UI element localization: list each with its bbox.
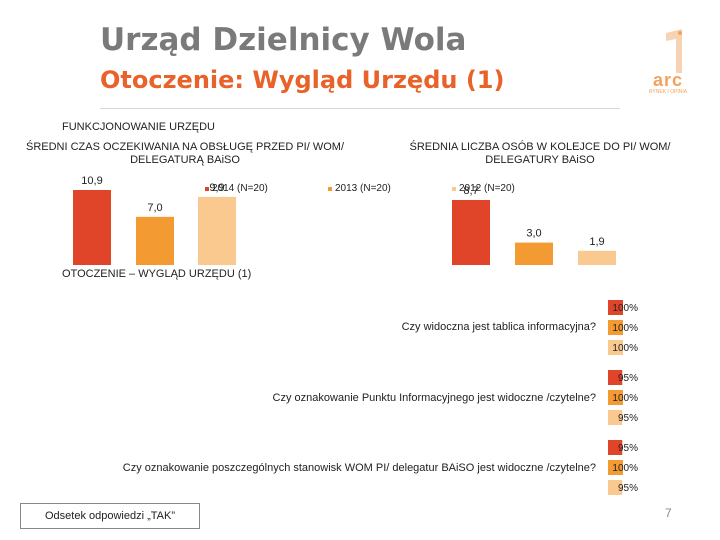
chart1-bar-2	[198, 196, 236, 265]
legend-label-2013: 2013 (N=20)	[335, 183, 391, 194]
question-label-2: Czy oznakowanie poszczególnych stanowisk…	[123, 462, 596, 474]
hbar-value-q2-s0: 95%	[618, 443, 638, 454]
hbar-value-q0-s2: 100%	[612, 343, 638, 354]
chart2-value-label-2: 1,9	[589, 236, 604, 248]
legend-swatch-2012	[452, 186, 456, 191]
hbar-q2-s2	[608, 480, 623, 495]
hbar-q0-s0	[608, 300, 623, 315]
hbar-value-q1-s2: 95%	[618, 413, 638, 424]
section-label-appearance: OTOCZENIE – WYGLĄD URZĘDU (1)	[62, 268, 252, 280]
question-label-1: Czy oznakowanie Punktu Informacyjnego je…	[273, 392, 596, 404]
legend-item-2012: 2012 (N=20)	[452, 183, 515, 194]
hbar-q1-s0	[608, 370, 623, 385]
note-text: Odsetek odpowiedzi „TAK”	[44, 510, 176, 522]
hbar-q0-s1	[608, 320, 623, 335]
legend-label-2014: 2014 (N=20)	[212, 183, 268, 194]
chart2-value-label-0: 8,7	[463, 185, 478, 197]
arc-logo-icon	[666, 29, 682, 73]
section-label-functioning: FUNKCJONOWANIE URZĘDU	[62, 121, 215, 133]
chart1-title: ŚREDNI CZAS OCZEKIWANIA NA OBSŁUGĘ PRZED…	[25, 141, 345, 166]
hbar-value-q2-s1: 100%	[612, 463, 638, 474]
hbar-q1-s1	[608, 390, 623, 405]
hbar-q0-s2	[608, 340, 623, 355]
hbar-value-q1-s1: 100%	[612, 393, 638, 404]
page-subtitle: Otoczenie: Wygląd Urzędu (1)	[100, 66, 505, 94]
chart2-title: ŚREDNIA LICZBA OSÓB W KOLEJCE DO PI/ WOM…	[409, 141, 671, 166]
chart1-bar-0	[73, 190, 111, 265]
hbar-value-q0-s0: 100%	[612, 303, 638, 314]
legend-item-2014: 2014 (N=20)	[205, 183, 268, 194]
chart2-bar-1	[515, 242, 553, 265]
page-title: Urząd Dzielnicy Wola	[100, 22, 467, 58]
hbar-value-q1-s0: 95%	[618, 373, 638, 384]
legend-item-2013: 2013 (N=20)	[328, 183, 391, 194]
chart1-value-label-0: 10,9	[81, 175, 102, 187]
hbar-value-q2-s2: 95%	[618, 483, 638, 494]
chart1-value-label-1: 7,0	[147, 202, 162, 214]
legend-swatch-2014	[205, 186, 209, 191]
chart2-bar-2	[578, 250, 616, 265]
question-label-0: Czy widoczna jest tablica informacyjna?	[402, 321, 596, 333]
hbar-value-q0-s1: 100%	[612, 323, 638, 334]
logo-text: arc	[652, 70, 684, 90]
hbar-q2-s0	[608, 440, 623, 455]
note-box: Odsetek odpowiedzi „TAK”	[20, 503, 200, 529]
chart1-value-label-2: 9,9	[209, 182, 224, 194]
legend-label-2012: 2012 (N=20)	[459, 183, 515, 194]
chart1-bar-1	[136, 216, 174, 265]
page-number: 7	[665, 506, 672, 520]
legend-swatch-2013	[328, 186, 332, 191]
hbar-q1-s2	[608, 410, 623, 425]
logo-subtext: RYNEK I OPINIA	[648, 89, 688, 95]
chart2-bar-0	[452, 200, 490, 265]
hbar-q2-s1	[608, 460, 623, 475]
header-divider	[100, 108, 620, 109]
chart2-value-label-1: 3,0	[526, 228, 541, 240]
